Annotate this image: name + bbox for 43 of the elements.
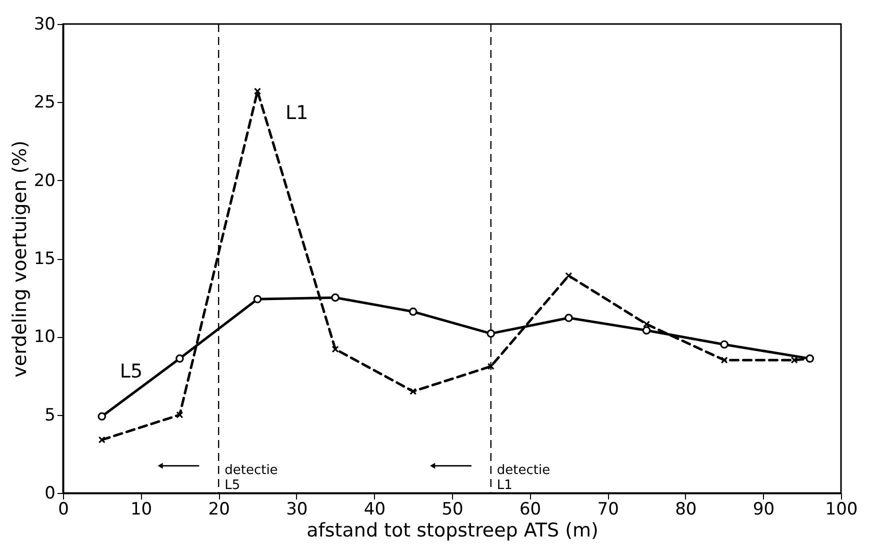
point <box>720 340 728 349</box>
point <box>486 329 496 338</box>
y-tick-label: 20 <box>34 170 56 191</box>
y-tick-label: 5 <box>44 405 56 426</box>
x-tick-label: 10 <box>130 500 152 520</box>
point <box>98 436 106 444</box>
y-tick-label: 25 <box>34 92 56 113</box>
point <box>176 411 184 418</box>
point <box>332 346 339 353</box>
x-axis-title: afstand tot stopstreep ATS (m) <box>306 520 598 542</box>
x-tick-label: 60 <box>519 500 542 520</box>
y-axis-title: verdeling voertuigen (%) <box>8 140 31 378</box>
series-label: L5 <box>120 360 143 382</box>
point <box>487 362 494 370</box>
y-tick-label: 0 <box>44 484 56 504</box>
x-tick-label: 80 <box>675 500 697 520</box>
x-tick-label: 90 <box>752 500 775 520</box>
point <box>642 320 650 328</box>
point <box>410 388 417 395</box>
point <box>790 356 798 364</box>
ref-line-label: detectie L1 <box>496 463 550 493</box>
ref-line-label: detectie L5 <box>224 463 278 493</box>
x-tick-label: 70 <box>597 500 619 520</box>
x-tick-label: 100 <box>825 500 858 520</box>
y-tick-label: 15 <box>34 249 56 269</box>
x-tick-label: 20 <box>208 500 230 520</box>
point <box>98 412 106 421</box>
point <box>642 326 651 335</box>
point <box>176 354 184 363</box>
y-tick-label: 10 <box>34 327 56 348</box>
point <box>254 88 262 95</box>
point <box>564 314 573 322</box>
x-tick-label: 40 <box>364 500 386 520</box>
point <box>253 295 262 304</box>
x-tick-label: 50 <box>442 500 464 520</box>
point <box>331 293 340 302</box>
x-tick-label: 0 <box>58 500 69 520</box>
point <box>408 308 418 316</box>
series-label: L1 <box>286 102 308 124</box>
x-tick-label: 30 <box>286 500 308 520</box>
y-tick-label: 30 <box>34 14 56 34</box>
point <box>565 272 572 280</box>
point <box>720 356 728 364</box>
